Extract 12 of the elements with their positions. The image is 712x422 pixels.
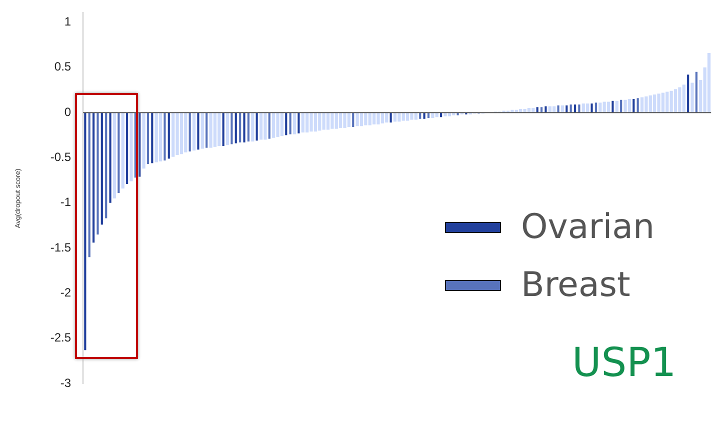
y-tick-label: 1: [64, 14, 72, 29]
legend-label: Ovarian: [521, 207, 655, 247]
y-tick-label: -0.5: [50, 150, 72, 164]
y-tick-label: -1: [60, 195, 72, 210]
y-tick-label: -2.5: [50, 330, 72, 345]
y-tick-label: 0.5: [54, 60, 72, 74]
y-tick-label: -3: [60, 376, 72, 390]
annotation: USP1: [572, 340, 676, 386]
legend-label: Breast: [521, 265, 630, 305]
y-tick-label: -1.5: [50, 240, 72, 254]
y-tick-label: 0: [64, 104, 72, 119]
y-tick-label: -2: [60, 286, 72, 300]
